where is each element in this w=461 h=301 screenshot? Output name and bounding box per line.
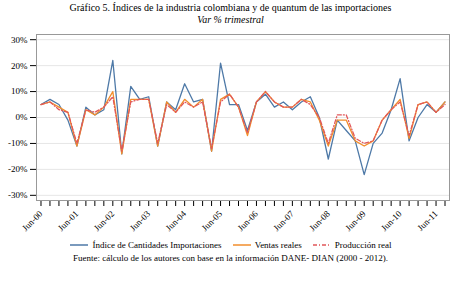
svg-text:Jun-09: Jun-09: [343, 208, 368, 233]
html-text:Gráfico 5. Índices de la indus: Gráfico 5. Índices de la industria colom…: [69, 2, 392, 13]
svg-text:30%: 30%: [11, 35, 28, 45]
svg-text:Jun-05: Jun-05: [200, 208, 225, 233]
html-text:Producción real: Producción real: [334, 240, 392, 250]
html-text:Var % trimestral: Var % trimestral: [197, 14, 264, 25]
svg-text:10%: 10%: [11, 86, 28, 96]
svg-text:Jun-10: Jun-10: [379, 208, 404, 233]
svg-text:Jun-06: Jun-06: [236, 208, 261, 233]
svg-text:Jun-01: Jun-01: [56, 209, 80, 233]
svg-text:-10%: -10%: [8, 138, 28, 148]
svg-text:-20%: -20%: [8, 164, 28, 174]
html-text:Ventas reales: Ventas reales: [254, 240, 302, 250]
svg-text:Jun-04: Jun-04: [164, 208, 189, 233]
svg-text:Jun-03: Jun-03: [128, 208, 153, 233]
html-text:Fuente: cálculo de los autores: Fuente: cálculo de los autores con base …: [72, 253, 389, 263]
svg-text:0%: 0%: [16, 112, 29, 122]
svg-text:Jun-11: Jun-11: [415, 209, 439, 233]
svg-text:Jun-07: Jun-07: [271, 208, 296, 233]
svg-text:Jun-00: Jun-00: [20, 208, 45, 233]
svg-text:20%: 20%: [11, 61, 28, 71]
svg-text:-30%: -30%: [8, 190, 28, 200]
svg-text:Jun-08: Jun-08: [307, 208, 332, 233]
html-text:Índice de Cantidades Importaci: Índice de Cantidades Importaciones: [92, 240, 222, 250]
svg-text:Jun-02: Jun-02: [92, 209, 116, 233]
